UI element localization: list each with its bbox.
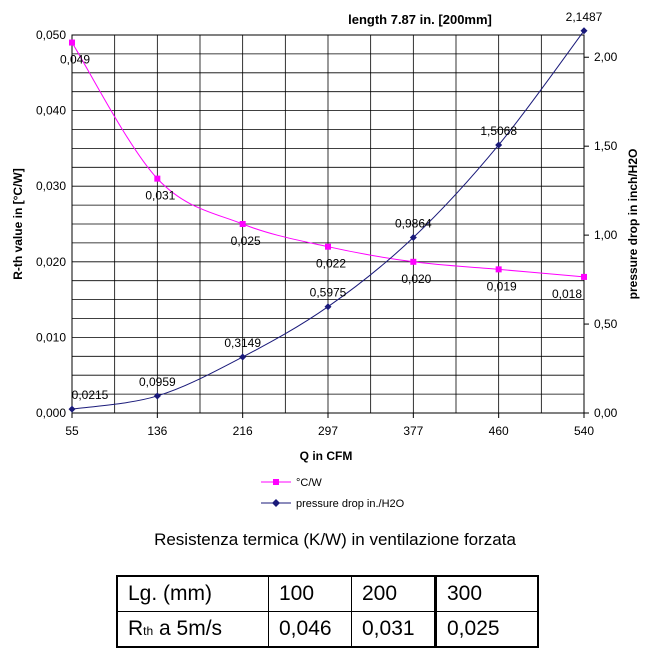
y-tick-label-right: 0,50 [594,317,618,331]
x-tick-label: 136 [147,424,167,438]
data-label-cw: 0,019 [487,279,517,293]
y-tick-label-left: 0,030 [36,179,66,193]
data-point-cw [581,273,587,280]
rth-symbol: R [128,617,144,640]
data-point-pressure [495,141,503,149]
y-axis-label-right: pressure drop in inch/H2O [626,149,640,300]
data-label-pressure: 0,5975 [310,286,347,300]
data-label-cw: 0,020 [401,272,431,286]
table-cell: 0,025 [434,611,539,648]
chart-caption: Resistenza termica (K/W) in ventilazione… [154,530,516,549]
y-tick-label-right: 2,00 [594,50,618,64]
y-axis-label-left: R-th value in [°C/W] [11,168,25,279]
data-label-cw: 0,025 [231,234,261,248]
spec-table: Lg. (mm) 100 200 300 Rth a 5m/s 0,046 0,… [116,575,539,648]
table-cell: 100 [268,575,352,612]
chart-title: length 7.87 in. [200mm] [348,12,492,27]
data-label-cw: 0,031 [145,189,175,203]
legend: °C/W pressure drop in./H2O [261,477,405,510]
data-label-cw: 0,049 [60,53,90,67]
table-cell: 200 [351,575,436,612]
chart-grid [72,35,584,413]
y-tick-label-left: 0,020 [36,255,66,269]
legend-swatch-pressure-marker [272,499,280,507]
table-row: Rth a 5m/s 0,046 0,031 0,025 [116,611,539,648]
data-point-pressure [239,353,247,361]
x-axis-label: Q in CFM [300,449,353,463]
chart: length 7.87 in. [200mm] Q in CFM R-th va… [11,10,640,510]
table-cell: Lg. (mm) [116,575,269,612]
table-cell: 0,031 [351,611,436,648]
data-label-pressure: 0,9864 [395,217,432,231]
y-tick-label-left: 0,000 [36,406,66,420]
data-point-cw [69,39,75,46]
data-point-pressure [580,27,588,35]
data-point-cw [410,258,417,265]
data-label-pressure: 1,5068 [480,124,517,138]
table-cell: 300 [434,575,539,612]
data-label-pressure: 0,0215 [72,388,109,402]
y-tick-label-right: 1,50 [594,139,618,153]
y-tick-label-right: 0,00 [594,406,618,420]
data-point-pressure [153,392,161,400]
x-tick-label: 55 [65,424,79,438]
legend-label-pressure: pressure drop in./H2O [296,498,405,510]
data-point-cw [239,221,246,227]
x-tick-label: 460 [489,424,509,438]
legend-label-cw: °C/W [296,477,322,489]
x-tick-label: 540 [574,424,594,438]
data-label-pressure: 0,3149 [224,336,261,350]
data-label-pressure: 0,0959 [139,375,176,389]
rth-subscript: th [143,624,154,638]
y-tick-label-left: 0,050 [36,28,66,42]
y-tick-label-left: 0,010 [36,330,66,344]
data-point-pressure [409,234,417,242]
tick-labels: 55 136 216 297 377 460 540 0,000 0,010 0,020 0,030… [36,28,618,438]
x-tick-label: 377 [403,424,423,438]
data-point-cw [495,266,502,273]
series-layer: 0,049 0,031 0,025 0,022 0,020 0,019 0,018 0,021… [60,10,603,413]
data-label-pressure: 2,1487 [566,10,603,24]
data-label-cw: 0,022 [316,257,346,271]
legend-swatch-cw-marker [273,479,279,485]
data-point-cw [154,175,161,182]
table-cell: 0,046 [268,611,352,648]
y-tick-label-right: 1,00 [594,228,618,242]
data-label-cw: 0,018 [552,287,582,301]
data-point-pressure [68,405,76,413]
rth-condition: a 5m/s [153,617,223,640]
x-tick-label: 297 [318,424,338,438]
data-point-pressure [324,303,332,311]
x-tick-label: 216 [233,424,253,438]
y-tick-label-left: 0,040 [36,104,66,118]
data-point-cw [325,243,331,250]
table-row: Lg. (mm) 100 200 300 [116,575,539,612]
table-cell: Rth a 5m/s [116,611,269,648]
